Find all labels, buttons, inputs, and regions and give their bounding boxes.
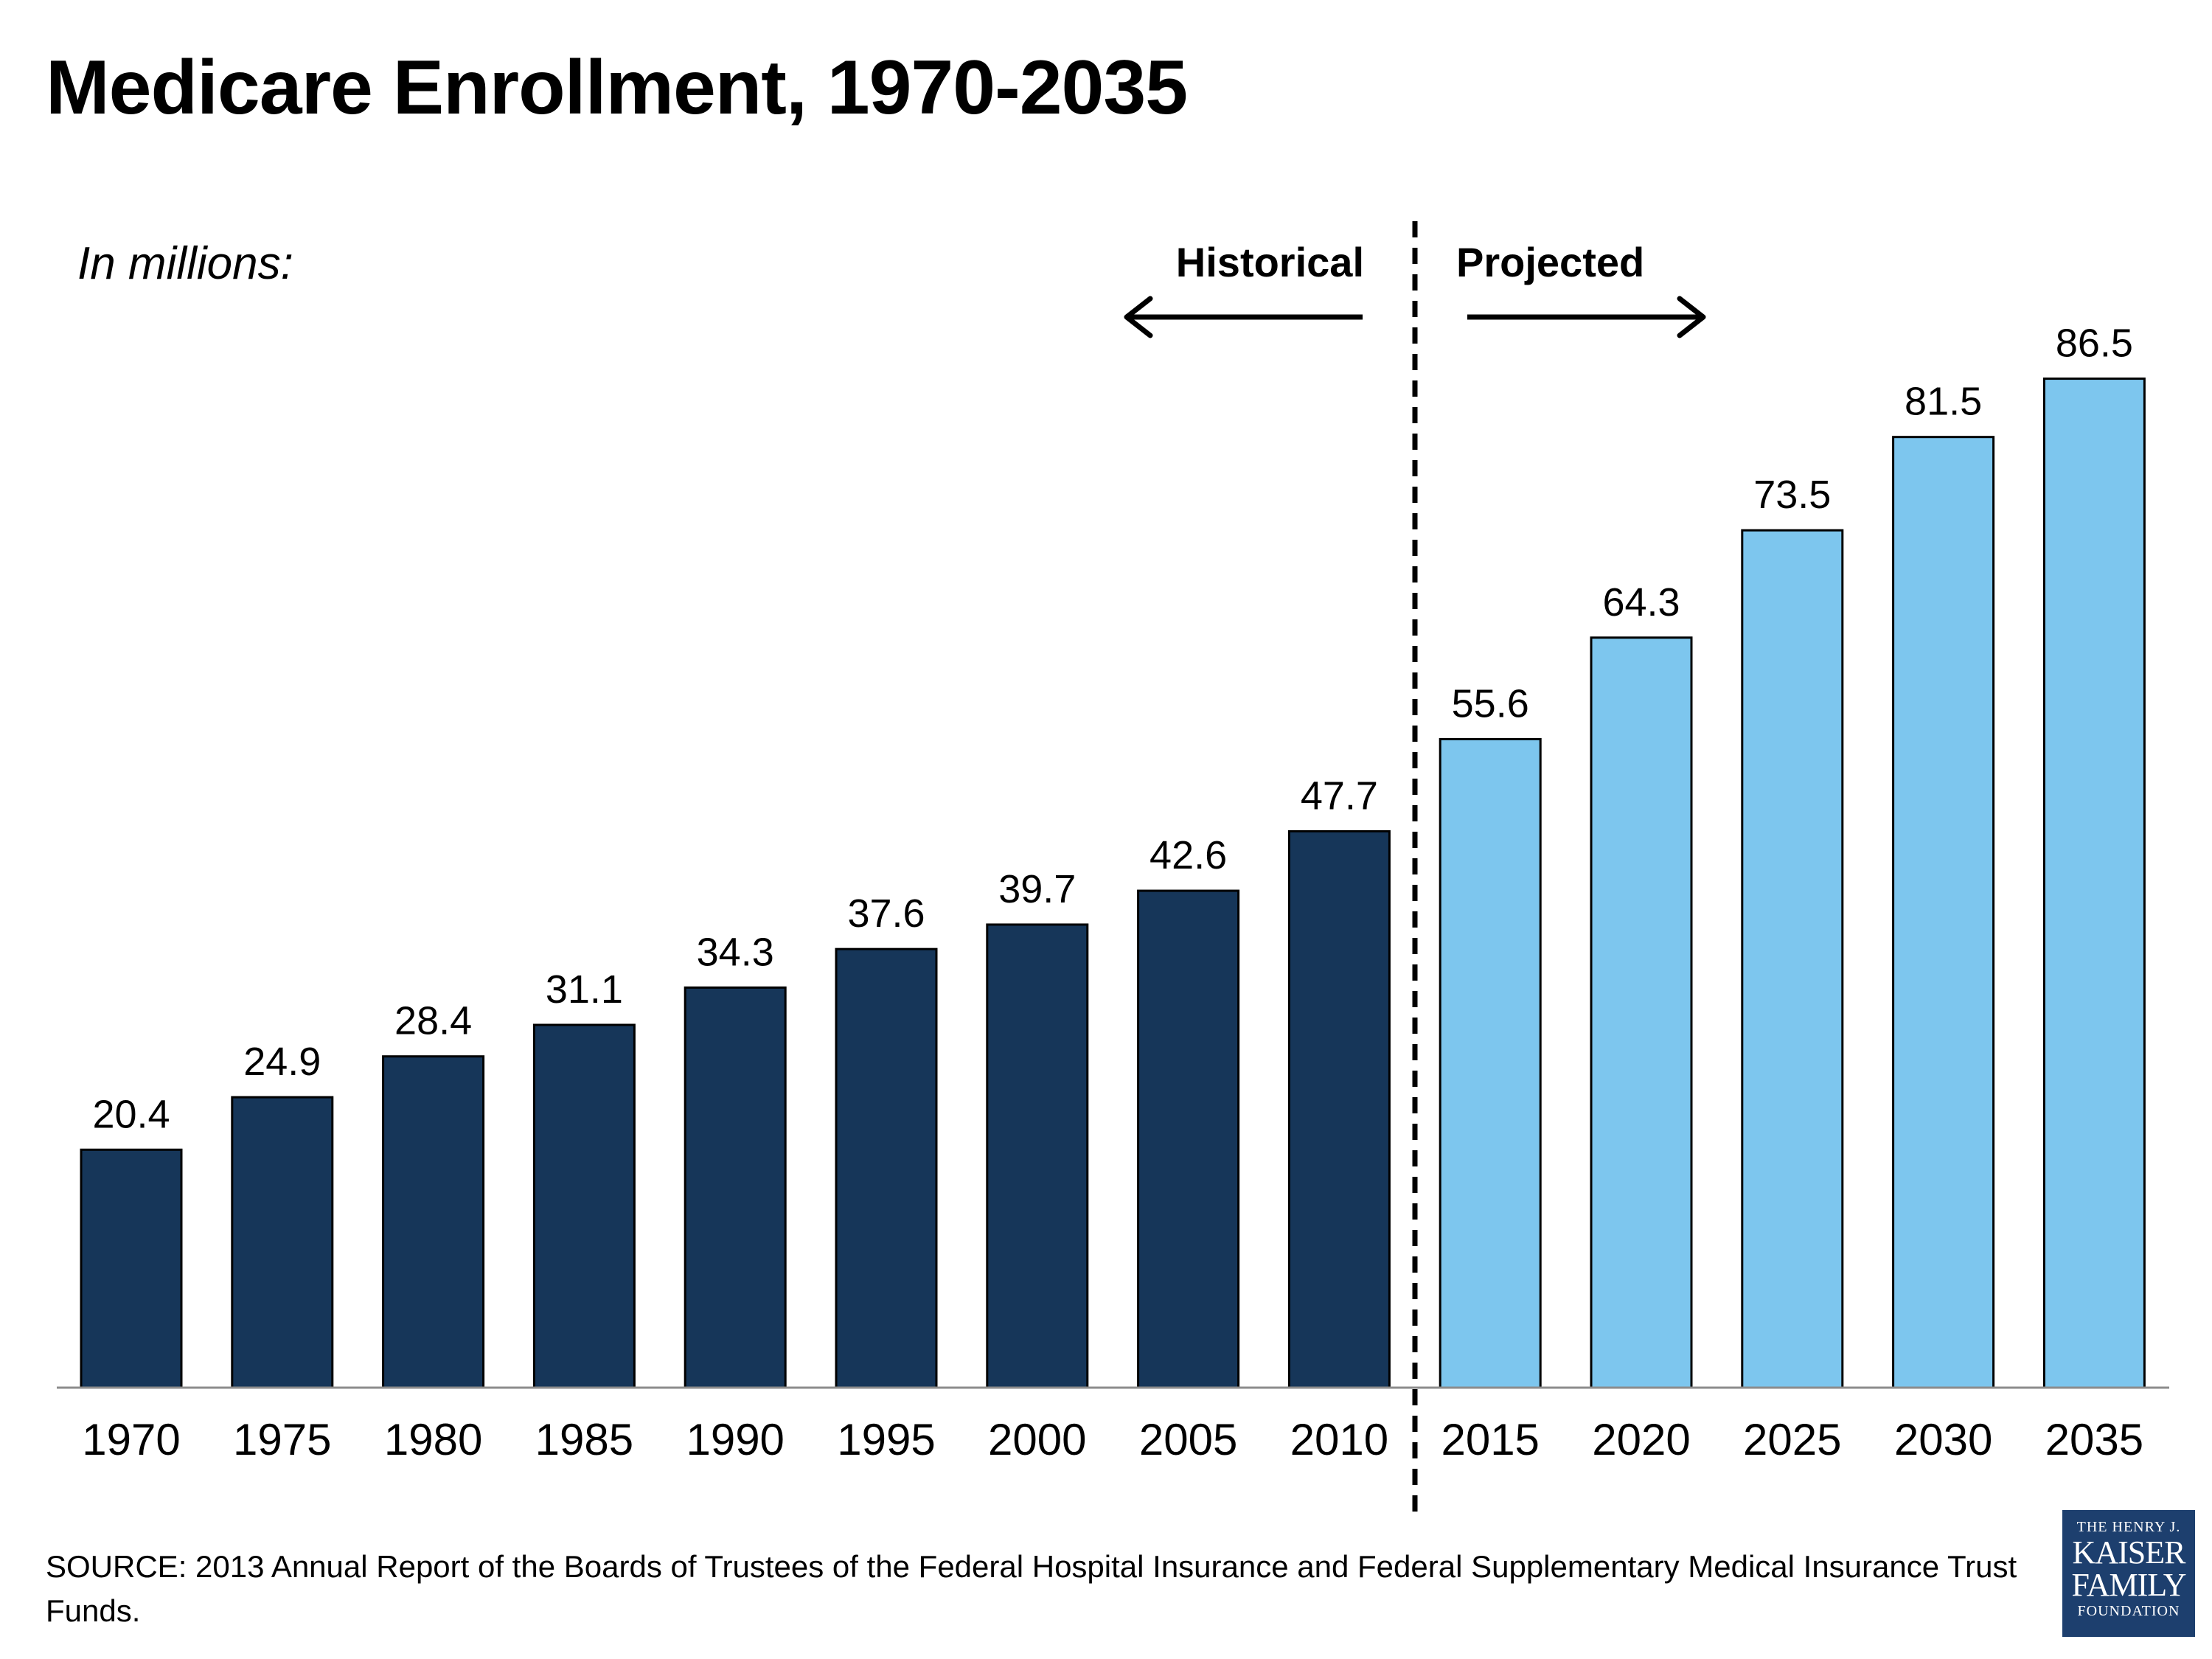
value-label-2025: 73.5 bbox=[1753, 473, 1831, 517]
value-label-1980: 28.4 bbox=[394, 999, 472, 1043]
projected-label: Projected bbox=[1456, 239, 1644, 285]
x-tick-label-1990: 1990 bbox=[686, 1415, 784, 1464]
bar-1975 bbox=[231, 1096, 334, 1389]
x-tick-label-2005: 2005 bbox=[1139, 1415, 1237, 1464]
x-tick-label-1970: 1970 bbox=[82, 1415, 180, 1464]
value-label-1975: 24.9 bbox=[243, 1040, 321, 1084]
value-label-2035: 86.5 bbox=[2056, 321, 2133, 366]
bar-1980 bbox=[382, 1055, 485, 1389]
value-label-1985: 31.1 bbox=[546, 967, 623, 1012]
projected-arrow-head bbox=[1677, 296, 1706, 338]
value-label-2005: 42.6 bbox=[1150, 833, 1227, 877]
historical-arrow-head bbox=[1124, 296, 1153, 338]
segments-layer: Historical Projected bbox=[1124, 239, 1706, 338]
logo-line-2: KAISER bbox=[2072, 1534, 2186, 1571]
value-label-2030: 81.5 bbox=[1905, 380, 1982, 424]
x-tick-label-2015: 2015 bbox=[1441, 1415, 1539, 1464]
bar-1995 bbox=[835, 947, 938, 1389]
value-label-2000: 39.7 bbox=[998, 867, 1076, 911]
y-unit-label: In millions: bbox=[77, 238, 293, 289]
kff-logo: THE HENRY J. KAISER FAMILY FOUNDATION bbox=[2062, 1510, 2195, 1637]
x-tick-label-1995: 1995 bbox=[837, 1415, 935, 1464]
x-tick-label-2000: 2000 bbox=[988, 1415, 1086, 1464]
x-tick-label-2025: 2025 bbox=[1743, 1415, 1841, 1464]
source-note: SOURCE: 2013 Annual Report of the Boards… bbox=[46, 1549, 2017, 1628]
bar-2035 bbox=[2042, 378, 2146, 1389]
logo-line-1: THE HENRY J. bbox=[2076, 1519, 2181, 1535]
bar-2010 bbox=[1287, 830, 1391, 1389]
x-tick-label-1985: 1985 bbox=[535, 1415, 633, 1464]
value-label-1990: 34.3 bbox=[697, 930, 774, 974]
x-tick-label-2010: 2010 bbox=[1290, 1415, 1388, 1464]
bar-1990 bbox=[684, 986, 787, 1389]
value-label-1995: 37.6 bbox=[847, 891, 925, 936]
value-label-2010: 47.7 bbox=[1301, 773, 1378, 818]
x-tick-label-1980: 1980 bbox=[384, 1415, 482, 1464]
x-tick-label-2030: 2030 bbox=[1894, 1415, 1992, 1464]
logo-line-3: FAMILY bbox=[2071, 1567, 2186, 1603]
bar-2025 bbox=[1741, 529, 1844, 1389]
bar-1970 bbox=[80, 1148, 183, 1389]
bar-2030 bbox=[1892, 436, 1995, 1389]
bar-2000 bbox=[986, 923, 1089, 1389]
bar-2020 bbox=[1590, 636, 1693, 1389]
x-tick-label-2035: 2035 bbox=[2045, 1415, 2143, 1464]
logo-line-4: FOUNDATION bbox=[2077, 1603, 2180, 1619]
historical-label: Historical bbox=[1176, 239, 1364, 285]
chart-title: Medicare Enrollment, 1970-2035 bbox=[46, 45, 1188, 131]
value-label-2020: 64.3 bbox=[1602, 580, 1680, 625]
value-label-2015: 55.6 bbox=[1452, 681, 1529, 726]
bars-layer: 20.4 1970 24.9 1975 28.4 1980 31.1 1985 34.3 1990… bbox=[80, 321, 2146, 1464]
value-label-1970: 20.4 bbox=[92, 1092, 170, 1136]
bar-1985 bbox=[532, 1023, 636, 1389]
x-tick-label-1975: 1975 bbox=[233, 1415, 331, 1464]
bar-2005 bbox=[1137, 889, 1240, 1389]
x-tick-label-2020: 2020 bbox=[1592, 1415, 1690, 1464]
bar-2015 bbox=[1439, 737, 1542, 1389]
